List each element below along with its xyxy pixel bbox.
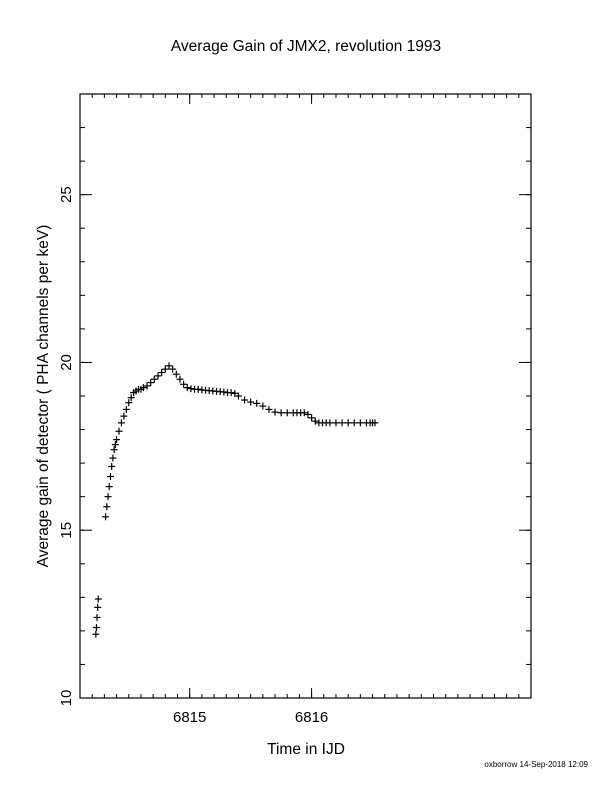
data-point <box>161 365 169 373</box>
axes: 6815 6816 10 15 20 25 <box>58 93 532 726</box>
data-point <box>332 419 340 427</box>
data-point <box>122 405 130 413</box>
data-point <box>231 389 239 397</box>
data-point <box>187 385 195 393</box>
data-point <box>371 419 379 427</box>
data-point <box>92 630 100 638</box>
footer-stamp: oxborrow 14-Sep-2018 12:09 <box>484 760 588 769</box>
data-point <box>227 389 235 397</box>
data-point <box>102 513 110 521</box>
x-tick-label: 6816 <box>295 709 328 726</box>
data-point <box>154 372 162 380</box>
data-point <box>104 493 112 501</box>
data-point <box>109 454 117 462</box>
data-point <box>308 414 316 422</box>
data-point <box>143 382 151 390</box>
data-points <box>92 362 379 638</box>
data-point <box>183 384 191 392</box>
data-point <box>110 446 118 454</box>
y-tick-label: 15 <box>58 522 75 539</box>
data-point <box>158 369 166 377</box>
data-point <box>350 419 358 427</box>
data-point <box>247 398 255 406</box>
data-point <box>111 441 119 449</box>
data-point <box>176 375 184 383</box>
data-point <box>326 419 334 427</box>
data-point <box>277 409 285 417</box>
data-point <box>165 362 173 370</box>
data-point <box>120 412 128 420</box>
data-point <box>108 462 116 470</box>
data-point <box>259 402 267 410</box>
y-tick-label: 25 <box>58 186 75 203</box>
data-point <box>283 409 291 417</box>
data-point <box>265 405 273 413</box>
data-point <box>311 417 319 425</box>
data-point <box>115 427 123 435</box>
y-tick-label: 10 <box>58 690 75 707</box>
data-point <box>356 419 364 427</box>
data-point <box>172 370 180 378</box>
data-point <box>180 380 188 388</box>
data-point <box>253 399 261 407</box>
data-point <box>241 396 249 404</box>
y-tick-label: 20 <box>58 354 75 371</box>
data-point <box>113 436 121 444</box>
chart-title: Average Gain of JMX2, revolution 1993 <box>171 38 441 55</box>
y-axis-label: Average gain of detector ( PHA channels … <box>35 225 52 568</box>
data-point <box>139 384 147 392</box>
data-point <box>117 419 125 427</box>
plot-frame <box>79 93 532 699</box>
x-axis-label: Time in IJD <box>267 741 345 758</box>
data-point <box>338 419 346 427</box>
data-point <box>169 365 177 373</box>
data-point <box>150 375 158 383</box>
data-point <box>127 394 135 402</box>
data-point <box>194 385 202 393</box>
data-point <box>106 473 114 481</box>
data-point <box>94 595 102 603</box>
data-point <box>147 379 155 387</box>
data-point <box>103 503 111 511</box>
data-point <box>94 603 102 611</box>
data-point <box>234 392 242 400</box>
x-tick-label: 6815 <box>173 709 206 726</box>
data-point <box>92 624 100 632</box>
data-point <box>344 419 352 427</box>
data-point <box>300 409 308 417</box>
data-point <box>271 408 279 416</box>
data-point <box>220 388 228 396</box>
data-point <box>304 410 312 418</box>
data-point <box>93 613 101 621</box>
data-point <box>105 483 113 491</box>
data-point <box>125 399 133 407</box>
